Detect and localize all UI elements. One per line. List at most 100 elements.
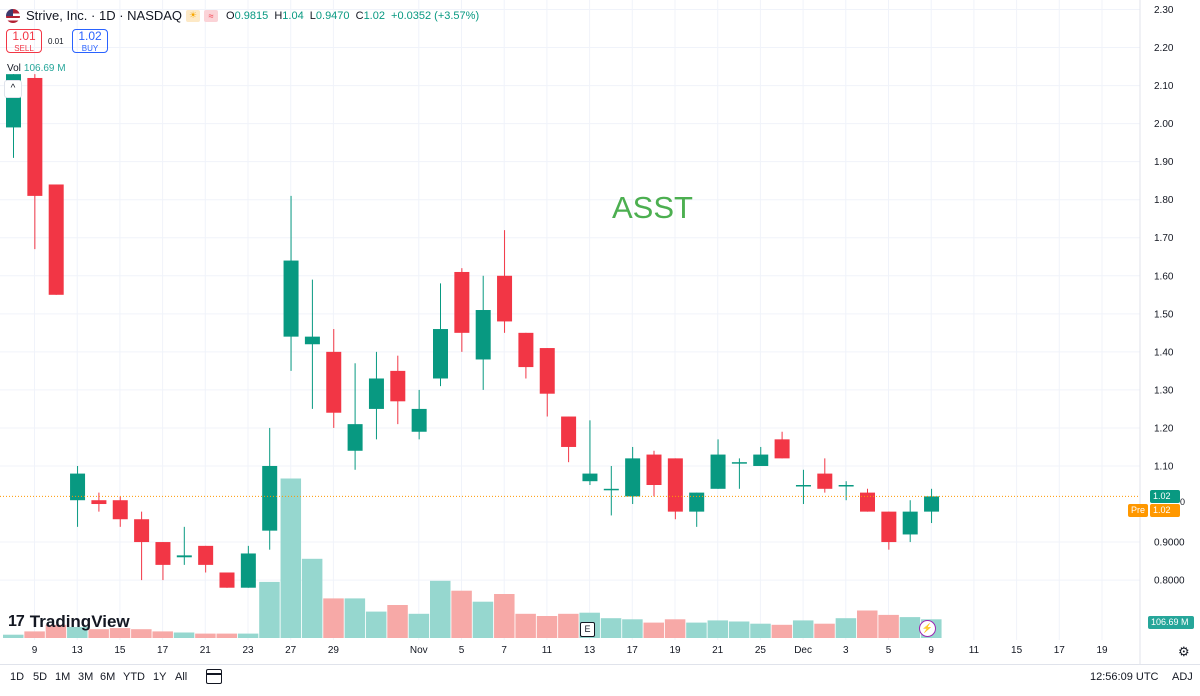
volume-bar <box>750 623 771 638</box>
y-tick-label: 0.8000 <box>1154 576 1185 587</box>
volume-bar <box>45 624 67 638</box>
candle-body <box>881 511 897 543</box>
tf-1d[interactable]: 1D <box>10 671 25 683</box>
volume-bar <box>237 633 259 638</box>
adj-toggle[interactable]: ADJ <box>1172 671 1193 683</box>
y-tick-label: 1.60 <box>1154 271 1174 282</box>
lightning-icon[interactable]: ⚡ <box>919 620 936 637</box>
volume-bar <box>707 620 729 638</box>
volume-bar <box>259 581 280 638</box>
volume-bar <box>344 598 366 638</box>
symbol-watermark: ASST <box>612 190 693 225</box>
x-tick-label: 15 <box>1011 645 1023 656</box>
y-tick-label: 1.90 <box>1154 157 1174 168</box>
volume-bar <box>857 610 878 638</box>
sell-button[interactable]: 1.01 SELL <box>6 29 42 53</box>
candle-body <box>347 424 363 451</box>
x-tick-label: 19 <box>1096 645 1108 656</box>
x-tick-label: 13 <box>72 645 84 656</box>
last-price-label: 1.02 <box>1150 490 1180 503</box>
symbol-header: Strive, Inc. · 1D · NASDAQ ☀ ≈ O0.9815 H… <box>6 8 482 23</box>
candle-body <box>27 77 43 196</box>
clock-utc[interactable]: 12:56:09 UTC <box>1090 671 1159 683</box>
x-tick-label: 23 <box>242 645 254 656</box>
volume-bar <box>771 624 793 638</box>
x-tick-label: 7 <box>501 645 507 656</box>
candle-body <box>902 511 918 535</box>
tf-6m[interactable]: 6M <box>100 671 116 683</box>
ohlc-close-key: C <box>355 9 364 22</box>
volume-bar <box>814 623 835 638</box>
ohlc-open-key: O <box>226 9 235 22</box>
y-tick-label: 1.40 <box>1154 347 1174 358</box>
premarket-tag: Pre <box>1128 504 1148 517</box>
tf-5d[interactable]: 5D <box>33 671 48 683</box>
y-tick-label: 1.20 <box>1154 423 1174 434</box>
candle-body <box>326 351 342 413</box>
volume-axis-label: 106.69 M <box>1148 616 1194 629</box>
data-status-icon[interactable]: ≈ <box>204 9 219 22</box>
volume-legend-label: Vol <box>7 63 21 74</box>
x-tick-label: Nov <box>410 645 428 656</box>
collapse-legend-button[interactable]: ^ <box>4 80 22 98</box>
candle-body <box>475 310 491 360</box>
x-tick-label: 29 <box>328 645 340 656</box>
volume-bar <box>216 633 237 638</box>
candle-body <box>710 454 726 489</box>
tradingview-logo[interactable]: 17 TradingView <box>8 612 130 632</box>
y-tick-label: 2.00 <box>1154 119 1174 130</box>
volume-bar <box>472 601 494 638</box>
y-tick-label: 1.50 <box>1154 309 1174 320</box>
volume-bar <box>600 618 622 638</box>
y-tick-label: 1.10 <box>1154 461 1174 472</box>
candle-body <box>70 473 86 501</box>
tradingview-logo-text: TradingView <box>29 612 130 631</box>
candle-body <box>817 473 833 489</box>
sell-label: SELL <box>14 44 34 53</box>
volume-bar <box>3 634 24 638</box>
symbol-title[interactable]: Strive, Inc. · 1D · NASDAQ <box>26 8 183 23</box>
tf-1y[interactable]: 1Y <box>153 671 167 683</box>
volume-bar <box>494 594 515 638</box>
volume-bar <box>899 617 921 638</box>
volume-bar <box>643 622 664 638</box>
market-hours-sun-icon[interactable]: ☀ <box>186 9 201 22</box>
tf-3m[interactable]: 3M <box>78 671 94 683</box>
x-tick-label: 5 <box>886 645 892 656</box>
volume-bar <box>109 628 131 638</box>
x-tick-label: 9 <box>928 645 934 656</box>
volume-bar <box>301 558 323 638</box>
candle-body <box>219 572 235 588</box>
time-axis: 9 13 15 17 21 23 27 29 Nov 5 7 11 13 17 19 21 25 Dec 3 5 9 11… <box>32 645 1108 656</box>
price-chart[interactable]: 2.30 2.20 2.10 2.00 1.90 1.80 1.70 1.60 1.50 1.40… <box>0 0 1200 664</box>
volume-bars <box>3 478 942 638</box>
candle-body <box>112 500 128 520</box>
candle-body <box>689 492 705 512</box>
earnings-marker[interactable]: E <box>580 622 595 637</box>
volume-bar <box>408 613 430 638</box>
candle-body <box>454 271 470 333</box>
ohlc-close-value: 1.02 <box>363 9 385 22</box>
candle-body <box>603 488 619 491</box>
price-axis: 2.30 2.20 2.10 2.00 1.90 1.80 1.70 1.60 1.50 1.40… <box>1154 5 1185 587</box>
settings-gear-icon[interactable]: ⚙ <box>1178 644 1190 659</box>
tf-ytd[interactable]: YTD <box>123 671 145 683</box>
buy-button[interactable]: 1.02 BUY <box>72 29 108 53</box>
buy-label: BUY <box>81 44 99 53</box>
volume-bar <box>622 619 643 638</box>
ohlc-low-key: L <box>309 9 316 22</box>
volume-bar <box>24 631 45 638</box>
x-tick-label: 15 <box>114 645 126 656</box>
tf-1m[interactable]: 1M <box>55 671 71 683</box>
candle-body <box>774 439 790 459</box>
volume-legend[interactable]: Vol 106.69 M <box>7 63 66 74</box>
x-tick-label: Dec <box>794 645 812 656</box>
candle-body <box>518 332 534 368</box>
candle-body <box>390 370 406 402</box>
tf-all[interactable]: All <box>175 671 188 683</box>
calendar-icon[interactable] <box>206 669 222 684</box>
candle-body <box>176 555 192 558</box>
candle-body <box>304 336 320 345</box>
candle-body <box>539 348 555 394</box>
candle-body <box>368 378 384 409</box>
